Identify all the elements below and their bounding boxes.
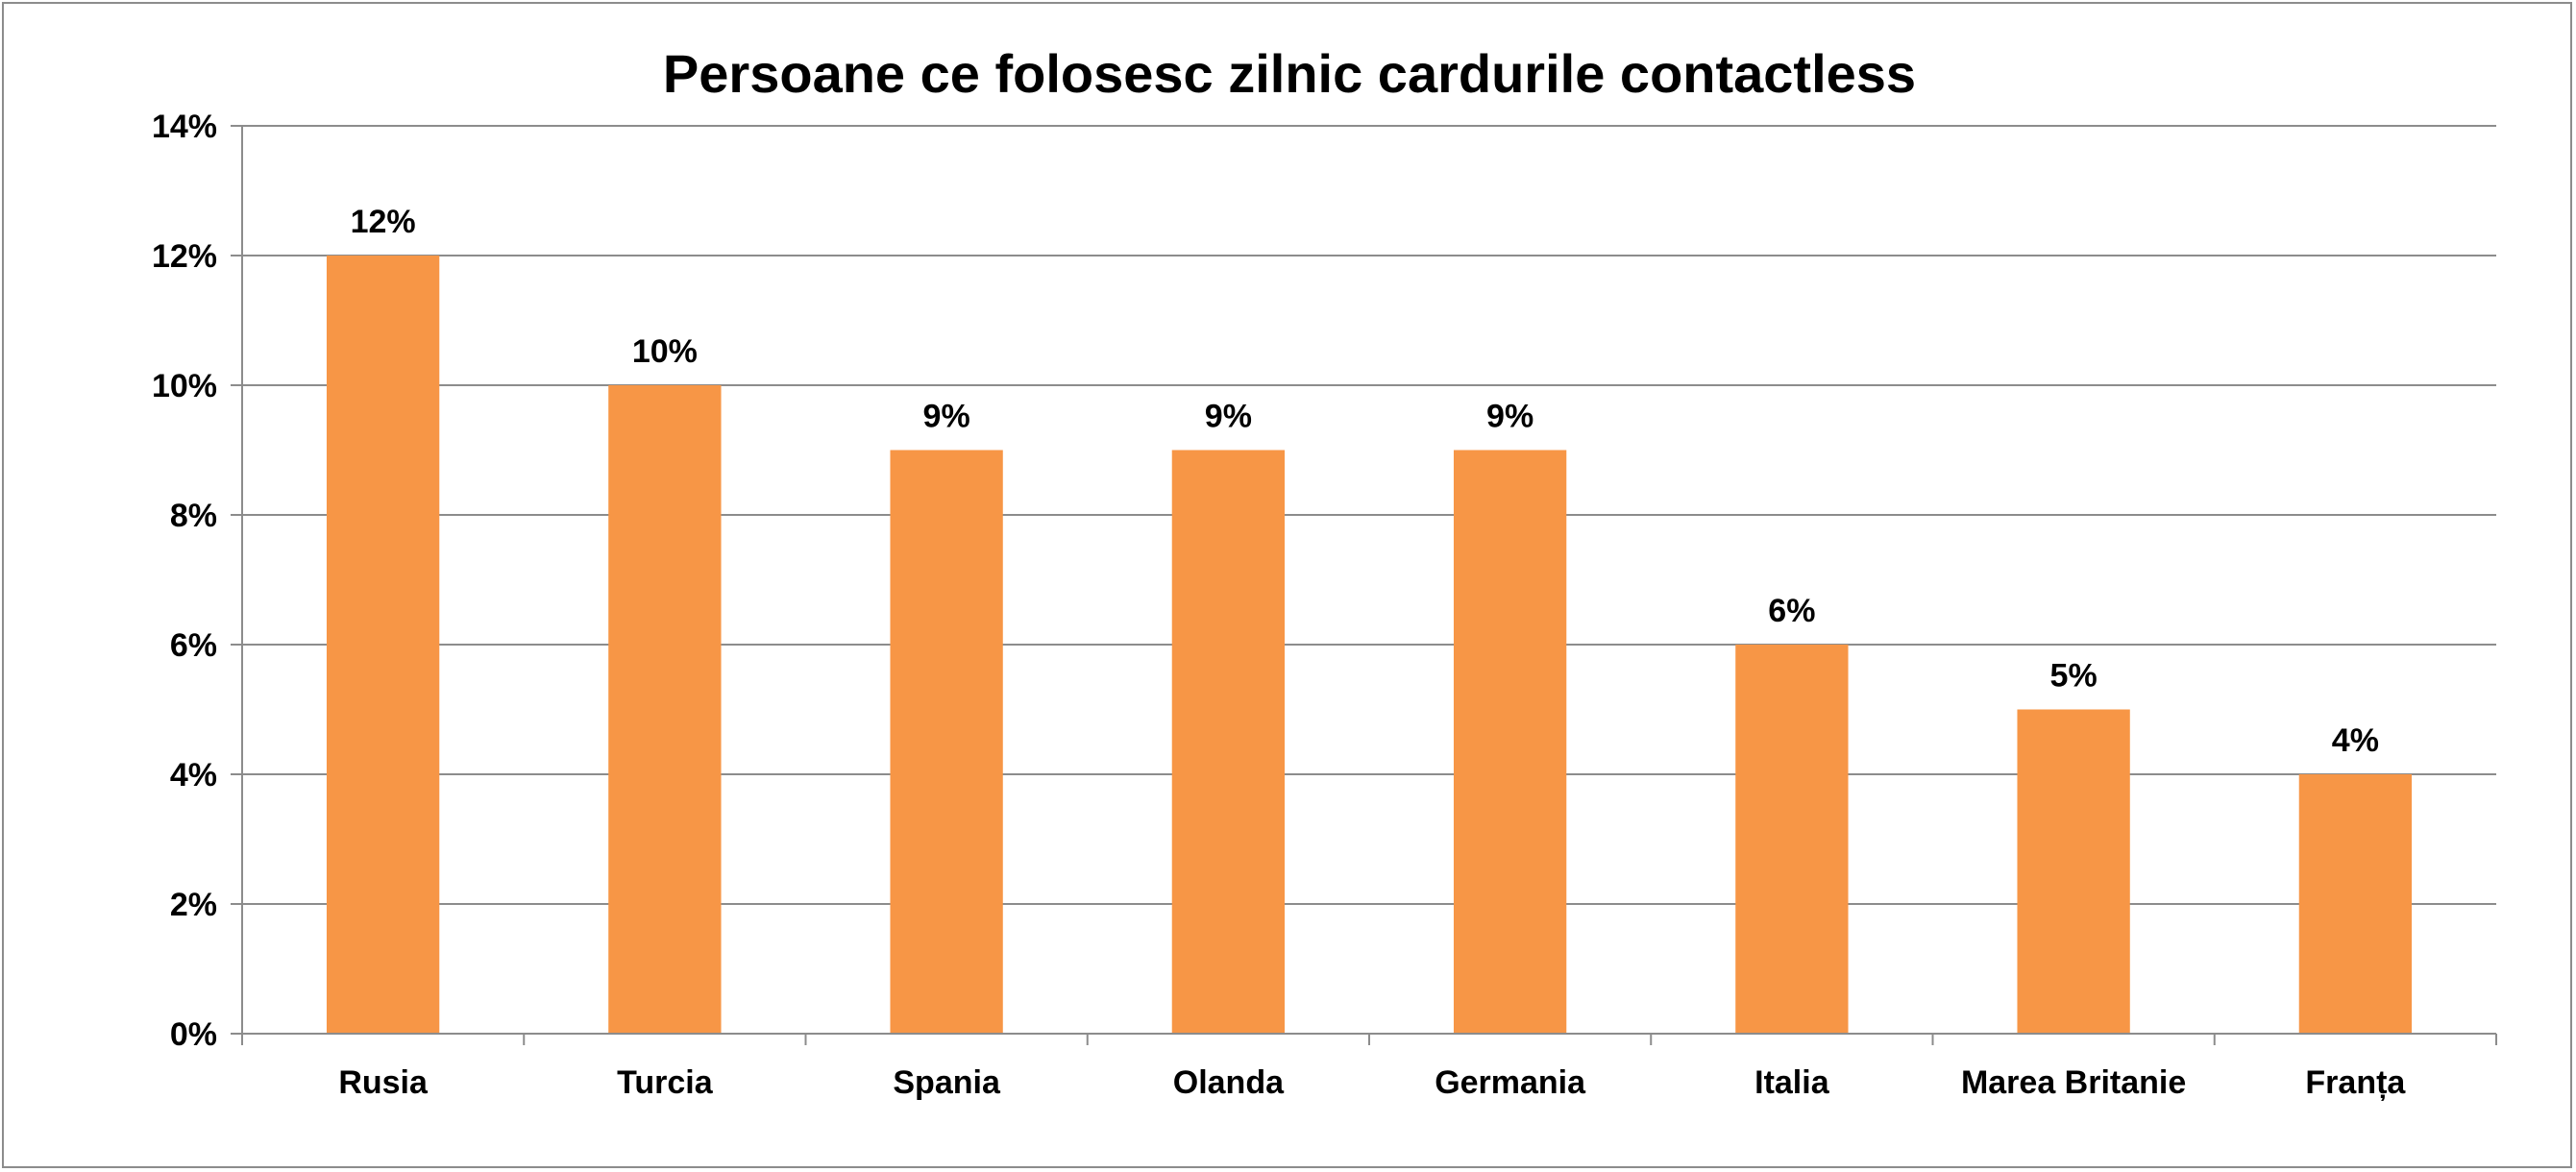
y-axis-tick-label: 4%	[170, 757, 217, 794]
data-label: 9%	[1205, 399, 1252, 435]
x-axis-tick-label: Olanda	[1173, 1064, 1285, 1101]
chart-title: Persoane ce folosesc zilnic cardurile co…	[663, 43, 1916, 104]
data-label: 4%	[2332, 722, 2379, 759]
bar	[326, 256, 440, 1034]
bar	[1735, 645, 1849, 1034]
gridlines	[242, 125, 2496, 905]
bar	[2298, 774, 2413, 1034]
axes	[241, 126, 2497, 1045]
data-labels: 12% 10% 9% 9% 9% 6% 5% 4%	[351, 204, 2379, 759]
x-axis-tick-label: Turcia	[617, 1064, 714, 1101]
y-axis-tick-label: 2%	[170, 887, 217, 923]
data-label: 12%	[351, 204, 416, 240]
x-axis-tick-label: Spania	[893, 1064, 1001, 1101]
bar	[608, 385, 722, 1034]
bars	[326, 256, 2413, 1034]
y-axis-tick-label: 10%	[152, 368, 217, 404]
bar	[1171, 450, 1286, 1034]
data-label: 9%	[1486, 399, 1533, 435]
x-axis-tick-label: Germania	[1435, 1064, 1586, 1101]
x-axis-tick-label: Rusia	[338, 1064, 429, 1101]
y-axis-tick-label: 14%	[152, 109, 217, 145]
data-label: 9%	[923, 399, 970, 435]
y-axis-tick-label: 0%	[170, 1016, 217, 1053]
data-label: 5%	[2050, 658, 2098, 695]
y-axis-tick-label: 8%	[170, 498, 217, 534]
x-axis-tick-labels: Rusia Turcia Spania Olanda Germania Italia Mar…	[338, 1064, 2406, 1101]
y-axis-tick-label: 6%	[170, 627, 217, 664]
bar	[890, 450, 1003, 1034]
bar	[2017, 709, 2130, 1034]
bar	[1453, 450, 1567, 1034]
x-axis-tick-label: Marea Britanie	[1961, 1064, 2186, 1101]
y-axis-tick-labels: 0% 2% 4% 6% 8% 10% 12% 14%	[152, 109, 242, 1053]
data-label: 6%	[1768, 593, 1815, 629]
x-axis-tick-label: Italia	[1754, 1064, 1830, 1101]
x-axis-tick-label: Franța	[2305, 1064, 2406, 1101]
bar-chart: Persoane ce folosesc zilnic cardurile co…	[152, 43, 2497, 1101]
y-axis-tick-label: 12%	[152, 238, 217, 275]
data-label: 10%	[632, 333, 698, 370]
